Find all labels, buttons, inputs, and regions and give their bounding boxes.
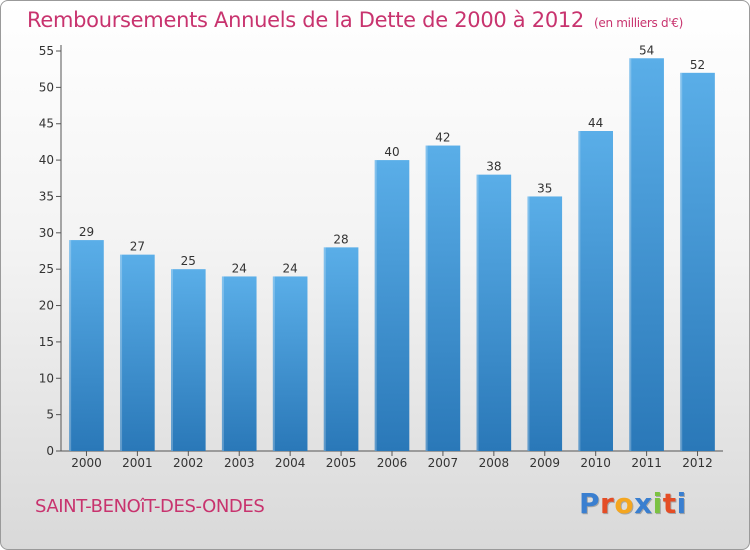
y-tick-label: 40 (39, 153, 54, 167)
y-tick-label: 55 (39, 44, 54, 58)
x-tick-label: 2004 (275, 456, 306, 470)
bar-highlight (374, 160, 377, 451)
bar (476, 174, 512, 452)
bar-value-label: 38 (486, 160, 501, 174)
x-tick-label: 2009 (529, 456, 560, 470)
bar (272, 276, 308, 451)
bar-value-label: 24 (283, 261, 298, 275)
proxiti-logo[interactable]: Proxiti (579, 487, 687, 520)
bar-highlight (527, 196, 530, 451)
y-tick-label: 35 (39, 189, 54, 203)
y-tick-label: 25 (39, 262, 54, 276)
bar-highlight (170, 269, 173, 451)
x-tick-label: 2003 (224, 456, 255, 470)
chart-title: Remboursements Annuels de la Dette de 20… (27, 8, 683, 32)
x-tick-label: 2007 (428, 456, 459, 470)
bar-value-label: 44 (588, 116, 603, 130)
bar-highlight (272, 276, 275, 451)
x-tick-label: 2006 (377, 456, 408, 470)
bar-highlight (120, 254, 123, 451)
bar-value-label: 28 (333, 232, 348, 246)
y-tick-label: 50 (39, 80, 54, 94)
bar-highlight (425, 145, 428, 451)
logo-letter: r (600, 487, 615, 520)
y-tick-label: 20 (39, 299, 54, 313)
y-tick-label: 10 (39, 371, 54, 385)
bar-value-label: 40 (384, 145, 399, 159)
bar-highlight (476, 174, 479, 452)
bar-highlight (629, 58, 632, 451)
x-tick-label: 2008 (479, 456, 510, 470)
bar (374, 160, 410, 451)
x-tick-label: 2000 (71, 456, 102, 470)
bar-highlight (323, 247, 326, 451)
bar-value-label: 54 (639, 43, 654, 57)
bar (323, 247, 359, 451)
bar-value-label: 35 (537, 181, 552, 195)
x-tick-label: 2012 (682, 456, 713, 470)
x-tick-label: 2011 (631, 456, 662, 470)
x-tick-label: 2001 (122, 456, 153, 470)
bar-highlight (69, 240, 72, 451)
x-tick-label: 2002 (173, 456, 204, 470)
x-tick-label: 2010 (580, 456, 611, 470)
commune-name: SAINT-BENOîT-DES-ONDES (35, 496, 265, 517)
bar (578, 131, 614, 451)
bar-value-label: 42 (435, 131, 450, 145)
logo-letter: o (614, 487, 635, 520)
bar (680, 72, 715, 452)
bar-value-label: 24 (232, 261, 247, 275)
unit-label: (en milliers d'€) (594, 16, 684, 30)
bar (69, 240, 104, 451)
bar (120, 254, 155, 451)
x-tick-label: 2005 (326, 456, 357, 470)
bar-highlight (221, 276, 224, 451)
logo-letter: t (662, 487, 677, 520)
y-tick-label: 45 (39, 117, 54, 131)
y-tick-label: 0 (46, 444, 54, 458)
logo-letter: i (652, 487, 663, 520)
bar-highlight (578, 131, 581, 451)
y-tick-label: 30 (39, 226, 54, 240)
bars: 29 27 25 24 24 28 40 42 38 35 44 54 52 (69, 43, 715, 452)
logo-letter: i (676, 487, 687, 520)
bar (629, 58, 664, 451)
logo-letter: x (634, 487, 653, 520)
bar (170, 269, 206, 451)
bar-value-label: 29 (79, 225, 94, 239)
bar-value-label: 52 (690, 58, 705, 72)
title-text: Remboursements Annuels de la Dette de 20… (27, 8, 584, 32)
bar (425, 145, 461, 451)
y-tick-label: 5 (46, 408, 54, 422)
bar (527, 196, 563, 451)
axes: 0 5 10 15 20 25 30 35 40 45 50 55 2000 2001 2002 2003 20… (39, 44, 723, 470)
bar-highlight (680, 72, 683, 452)
bar-value-label: 27 (130, 240, 145, 254)
logo-letter: P (579, 487, 601, 520)
bar (221, 276, 257, 451)
y-tick-label: 15 (39, 335, 54, 349)
bar-value-label: 25 (181, 254, 196, 268)
